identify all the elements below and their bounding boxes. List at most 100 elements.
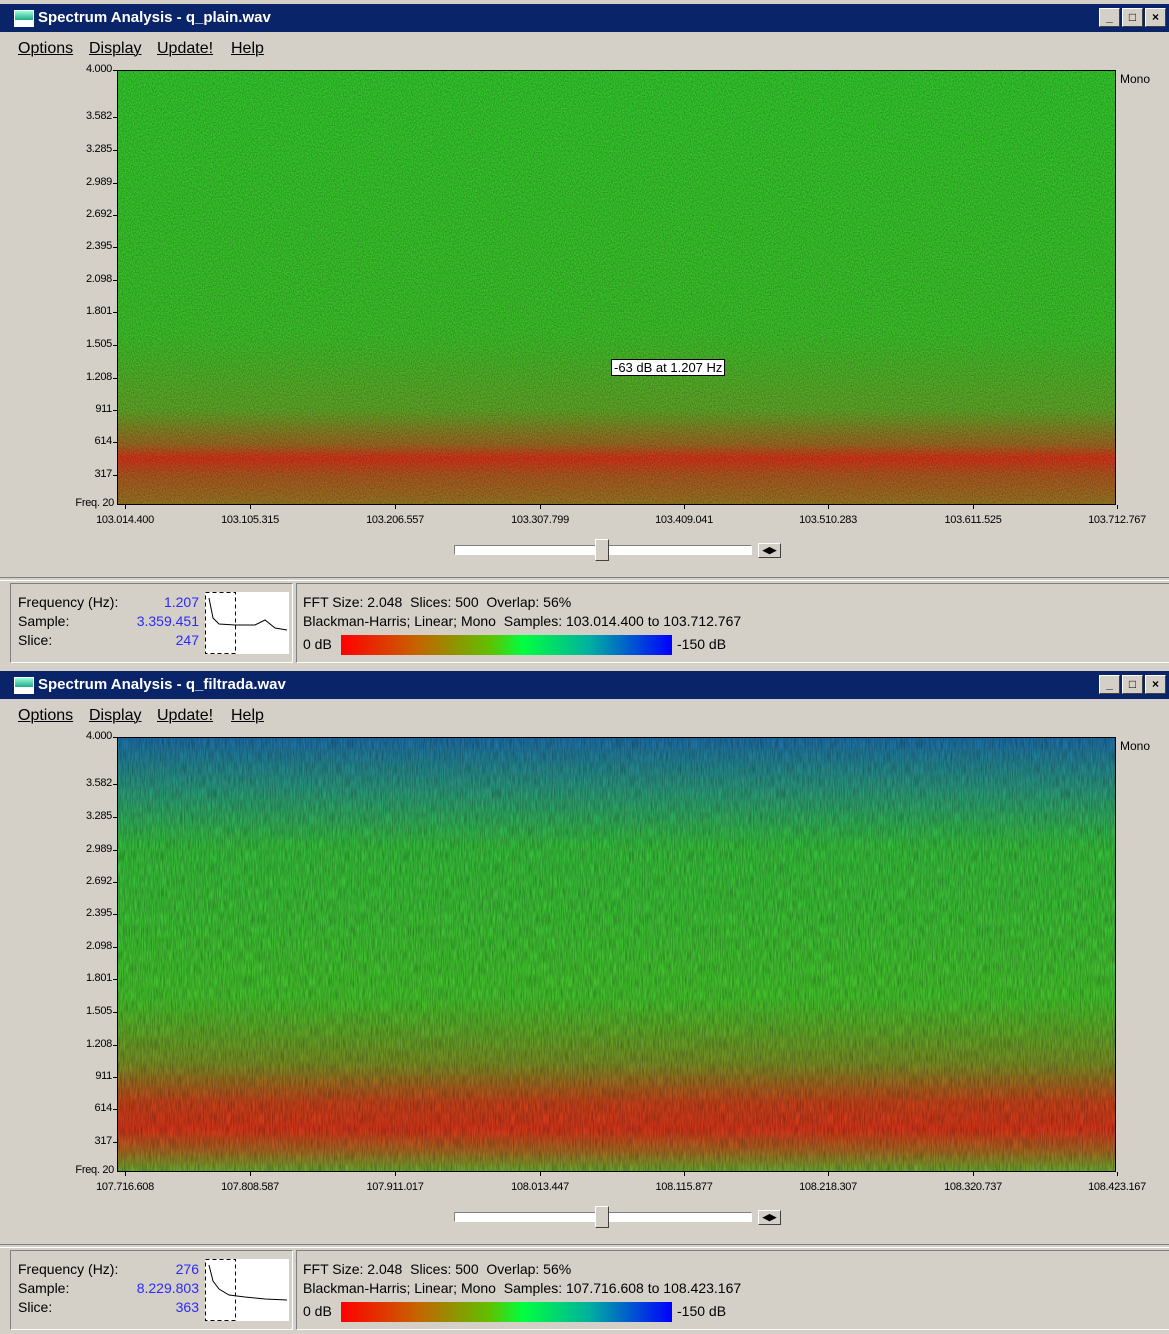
y-origin-label: Freq. 20 <box>75 1164 114 1176</box>
x-tick <box>540 505 541 509</box>
y-tick <box>113 70 117 71</box>
fft-panel: FFT Size: 2.048 Slices: 500 Overlap: 56%… <box>296 1250 1169 1330</box>
y-tick <box>113 914 117 915</box>
x-tick-label: 103.206.557 <box>355 514 435 526</box>
x-tick <box>395 1172 396 1176</box>
menu-item[interactable]: Update! <box>157 707 213 725</box>
y-tick <box>113 1142 117 1143</box>
menu-item[interactable]: Display <box>89 707 141 725</box>
x-tick-label: 103.014.400 <box>85 514 165 526</box>
y-tick <box>113 345 117 346</box>
channel-label: Mono <box>1120 72 1150 86</box>
y-tick <box>113 1109 117 1110</box>
y-tick <box>113 312 117 313</box>
mini-graph <box>205 1259 289 1321</box>
x-tick-label: 107.716.608 <box>85 1181 165 1193</box>
scroll-buttons[interactable]: ◀▶ <box>758 1210 781 1225</box>
app-icon <box>14 677 34 694</box>
y-tick <box>113 410 117 411</box>
close-button[interactable]: × <box>1145 8 1166 27</box>
separator <box>0 577 1169 581</box>
y-tick-label: 614 <box>95 435 112 447</box>
info-value: 8.229.803 <box>137 1280 199 1296</box>
x-tick <box>540 1172 541 1176</box>
menu-item[interactable]: Help <box>231 707 264 725</box>
separator <box>0 1244 1169 1248</box>
x-tick-label: 103.409.041 <box>644 514 724 526</box>
info-label: Sample: <box>18 613 69 629</box>
y-tick <box>113 850 117 851</box>
x-tick <box>828 1172 829 1176</box>
y-tick-label: 614 <box>95 1102 112 1114</box>
spectrogram <box>117 70 1116 505</box>
y-tick <box>113 117 117 118</box>
x-tick <box>684 505 685 509</box>
info-value: 363 <box>176 1299 199 1315</box>
y-tick-label: 2.989 <box>86 176 112 188</box>
x-tick-label: 108.115.877 <box>644 1181 724 1193</box>
scale-min-label: 0 dB <box>303 636 332 652</box>
spectrogram <box>117 737 1116 1172</box>
y-tick <box>113 247 117 248</box>
info-label: Slice: <box>18 632 52 648</box>
menu-item[interactable]: Display <box>89 40 141 58</box>
tooltip: -63 dB at 1.207 Hz <box>611 359 725 376</box>
info-label: Slice: <box>18 1299 52 1315</box>
y-tick-label: 317 <box>95 1135 112 1147</box>
y-tick-label: 3.285 <box>86 143 112 155</box>
y-tick-label: 1.505 <box>86 1005 112 1017</box>
y-tick-label: 2.395 <box>86 240 112 252</box>
title-bar: Spectrum Analysis - q_filtrada.wav_□× <box>0 671 1169 699</box>
x-tick <box>125 505 126 509</box>
y-tick-label: 911 <box>95 403 112 415</box>
y-tick-label: 1.801 <box>86 305 112 317</box>
slider-thumb[interactable] <box>595 1206 609 1228</box>
scroll-buttons[interactable]: ◀▶ <box>758 543 781 558</box>
y-tick <box>113 817 117 818</box>
x-tick-label: 103.611.525 <box>933 514 1013 526</box>
y-tick-label: 2.098 <box>86 273 112 285</box>
fft-panel: FFT Size: 2.048 Slices: 500 Overlap: 56%… <box>296 583 1169 663</box>
y-tick <box>113 784 117 785</box>
y-tick-label: 2.692 <box>86 875 112 887</box>
maximize-button[interactable]: □ <box>1122 675 1143 694</box>
menu-item[interactable]: Options <box>18 40 73 58</box>
info-label: Frequency (Hz): <box>18 594 118 610</box>
slider-thumb[interactable] <box>595 539 609 561</box>
menu-item[interactable]: Help <box>231 40 264 58</box>
scale-max-label: -150 dB <box>677 1303 726 1319</box>
close-button[interactable]: × <box>1145 675 1166 694</box>
app-icon <box>14 10 34 27</box>
y-tick-label: 1.208 <box>86 1038 112 1050</box>
mini-graph <box>205 592 289 654</box>
maximize-button[interactable]: □ <box>1122 8 1143 27</box>
scale-max-label: -150 dB <box>677 636 726 652</box>
y-tick <box>113 947 117 948</box>
window-title: Spectrum Analysis - q_plain.wav <box>38 9 271 26</box>
x-tick <box>684 1172 685 1176</box>
color-scale <box>341 1302 672 1322</box>
y-tick-label: 2.989 <box>86 843 112 855</box>
info-value: 3.359.451 <box>137 613 199 629</box>
app-window: Spectrum Analysis - q_filtrada.wav_□× Opt… <box>0 667 1169 1334</box>
y-tick <box>113 442 117 443</box>
y-tick <box>113 215 117 216</box>
menu-item[interactable]: Options <box>18 707 73 725</box>
y-tick-label: 3.582 <box>86 110 112 122</box>
info-value: 247 <box>176 632 199 648</box>
y-tick-label: 2.692 <box>86 208 112 220</box>
x-tick-label: 108.423.167 <box>1077 1181 1157 1193</box>
y-tick <box>113 979 117 980</box>
x-tick <box>1117 505 1118 509</box>
y-tick-label: 1.505 <box>86 338 112 350</box>
minimize-button[interactable]: _ <box>1099 8 1120 27</box>
x-tick <box>250 1172 251 1176</box>
minimize-button[interactable]: _ <box>1099 675 1120 694</box>
screen: Spectrum Analysis - q_plain.wav_□×Option… <box>0 0 1169 1334</box>
y-tick <box>113 150 117 151</box>
y-tick <box>113 737 117 738</box>
x-tick-label: 103.510.283 <box>788 514 868 526</box>
menu-item[interactable]: Update! <box>157 40 213 58</box>
x-tick-label: 103.307.799 <box>500 514 580 526</box>
color-scale <box>341 635 672 655</box>
